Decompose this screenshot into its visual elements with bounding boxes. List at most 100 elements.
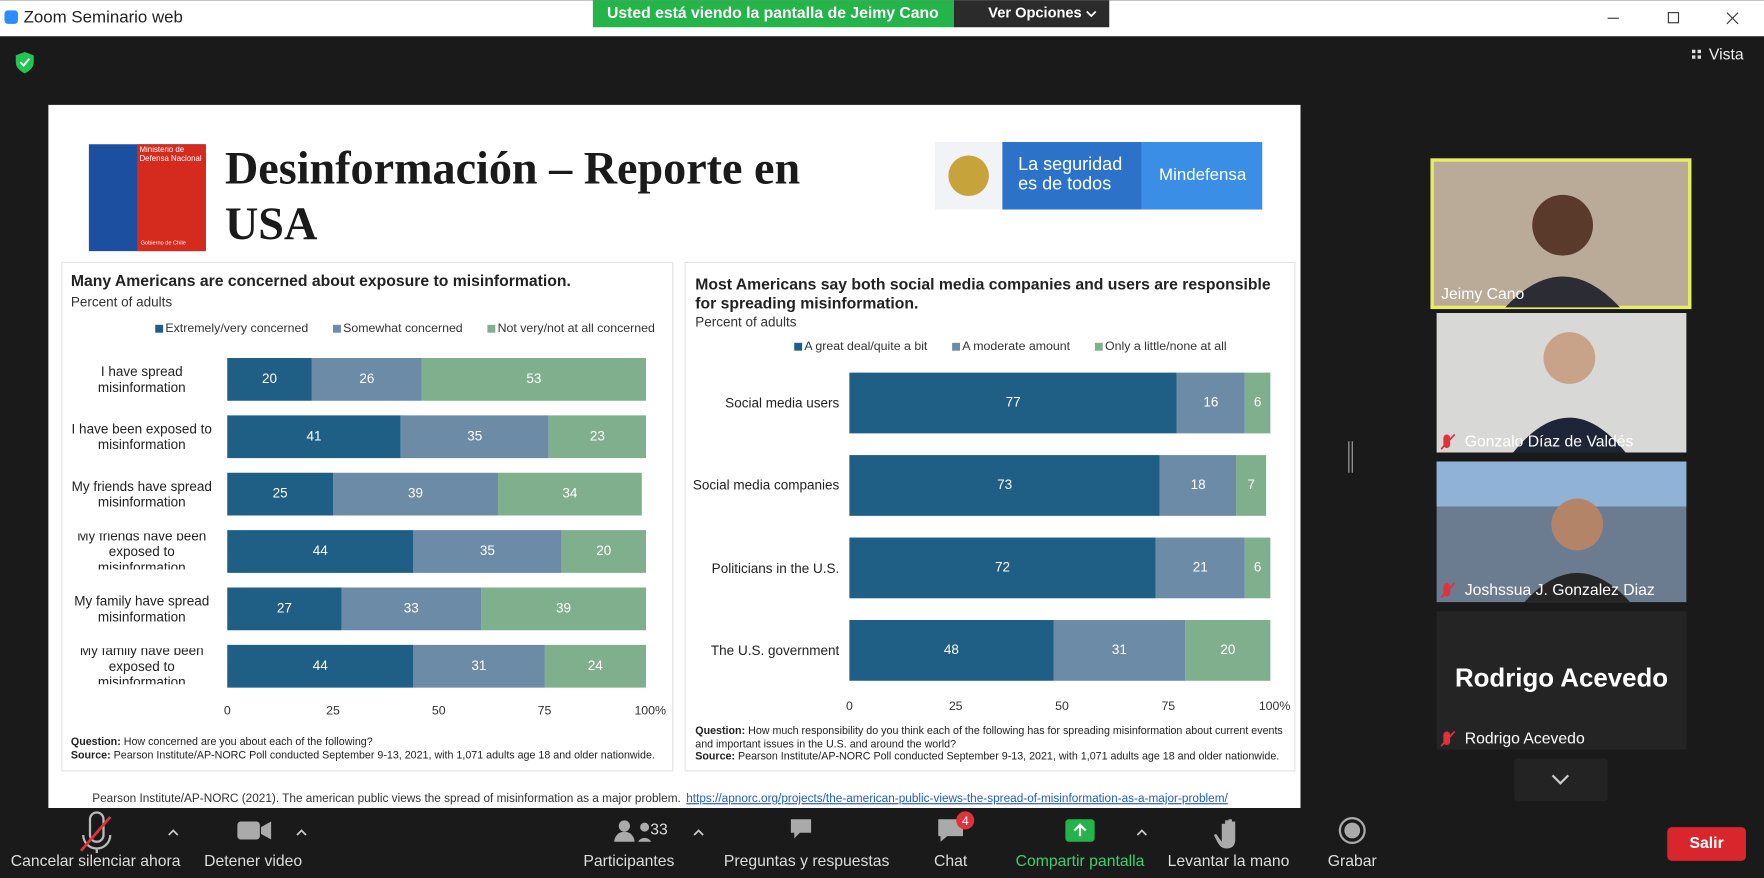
- bar-value: 6: [1254, 559, 1262, 574]
- participants-head: [618, 820, 630, 832]
- legend-label: A moderate amount: [962, 339, 1070, 353]
- options-button[interactable]: [954, 0, 1110, 28]
- bar-value: 7: [1247, 477, 1255, 492]
- category-label: My friends have been exposed to misinfor…: [64, 534, 219, 570]
- chat-badge: [956, 811, 975, 830]
- share-arrow: [1073, 823, 1087, 837]
- bar-segment: [849, 537, 1156, 599]
- note-label: Source:: [70, 748, 111, 762]
- x-tick-label: 50: [432, 704, 446, 718]
- bar-segment: [400, 415, 549, 459]
- chile-logo-text: Ministerio de Defensa Nacional: [140, 147, 202, 164]
- mic-slash: [1440, 582, 1456, 599]
- toolbar-label[interactable]: Compartir pantalla: [1016, 853, 1145, 870]
- legend-swatch: [155, 324, 164, 333]
- category-label-box: My friends have spread misinformation: [72, 478, 212, 510]
- category-label-box: I have been exposed to misinformation: [64, 419, 219, 455]
- video-tile[interactable]: [1436, 611, 1687, 750]
- view-icon[interactable]: [1692, 49, 1701, 59]
- options-label[interactable]: Ver Opciones: [988, 6, 1081, 22]
- note-text: Pearson Institute/AP-NORC Poll conducted…: [738, 750, 1280, 763]
- category-label: Social media companies: [689, 467, 840, 503]
- toolbar-label[interactable]: Levantar la mano: [1168, 853, 1290, 870]
- bar-value: 34: [562, 486, 578, 501]
- slogan-box: La seguridad es de todos: [1018, 155, 1123, 194]
- leave-button[interactable]: [1667, 827, 1746, 861]
- category-label-part: I have spread misinformation: [97, 363, 186, 396]
- security-icon[interactable]: [15, 52, 34, 74]
- toolbar-caret[interactable]: [693, 829, 704, 836]
- toolbar-label[interactable]: Cancelar silenciar ahora: [11, 853, 181, 870]
- chat-icon: [938, 819, 963, 842]
- slogan: La seguridad es de todos: [1018, 155, 1123, 194]
- toolbar-label[interactable]: Preguntas y respuestas: [724, 853, 890, 870]
- bar-segment: [497, 472, 642, 516]
- scroll-button[interactable]: [1514, 758, 1608, 802]
- bar-value: 35: [480, 543, 495, 558]
- chat-badge-count: 4: [962, 814, 969, 828]
- toolbar-label[interactable]: Detener video: [204, 853, 302, 870]
- record-icon: [1338, 817, 1366, 844]
- close[interactable]: [1726, 12, 1739, 25]
- bar-value: 6: [1254, 395, 1262, 410]
- category-label-box: My friends have been exposed to misinfor…: [64, 534, 219, 570]
- category-label-part: My friends have been exposed to misinfor…: [77, 533, 207, 570]
- note-text: How concerned are you about each of the …: [123, 736, 373, 749]
- chart-title-box: Many Americans are concerned about expos…: [71, 271, 571, 289]
- chevron-down: [1551, 774, 1570, 785]
- note: Question: How concerned are you about ea…: [71, 736, 667, 749]
- toolbar-label[interactable]: Participantes: [583, 853, 674, 870]
- toolbar-caret[interactable]: [168, 829, 179, 836]
- check: [19, 58, 30, 67]
- category-label-part: I have been exposed to misinformation: [71, 421, 212, 453]
- participant-display-name: Rodrigo Acevedo: [1455, 665, 1668, 693]
- toolbar-label[interactable]: Grabar: [1328, 853, 1377, 870]
- colombia-banner-right: [1141, 142, 1263, 210]
- bar-value: 20: [1220, 642, 1235, 657]
- chart-panel: [684, 261, 1296, 772]
- bar-value: 31: [1112, 642, 1127, 657]
- bar-value: 25: [273, 486, 288, 501]
- category-label-part: My family have spread misinformation: [74, 593, 210, 625]
- toolbar-label[interactable]: Chat: [934, 853, 968, 870]
- category-label-box: My family have been exposed to misinform…: [80, 648, 204, 684]
- view-label[interactable]: Vista: [1709, 47, 1744, 64]
- participants-head: [640, 822, 650, 832]
- category-label-part: Social media companies: [692, 477, 840, 494]
- note-label: Question:: [70, 736, 121, 749]
- category-label: I have been exposed to misinformation: [64, 419, 219, 455]
- bar-value: 21: [1193, 559, 1208, 574]
- participant-name: Gonzalo Díaz de Valdés: [1465, 434, 1634, 451]
- bar-segment: [413, 530, 562, 573]
- x-tick-label: 50: [1055, 699, 1069, 713]
- chart-subtitle: Percent of adults: [71, 294, 173, 309]
- hand-icon: [1213, 819, 1236, 849]
- chart-title-part: Most Americans say both social media com…: [695, 274, 1271, 312]
- bar-segment: [413, 644, 545, 688]
- slide-title-box: Desinformación – Reporte en USA: [225, 142, 801, 249]
- legend-label: Extremely/very concerned: [165, 321, 308, 335]
- bar-segment: [311, 358, 422, 401]
- toolbar-caret[interactable]: [1136, 829, 1147, 836]
- category-label-box: The U.S. government: [711, 643, 839, 659]
- mic-slash: [1440, 433, 1456, 450]
- x-tick-label: 0: [846, 699, 853, 713]
- legend-label: Only a little/none at all: [1105, 339, 1227, 353]
- bar-value: 73: [997, 477, 1012, 492]
- note-text: How much responsibility do you think eac…: [695, 724, 1283, 751]
- restore[interactable]: [1667, 12, 1680, 24]
- category-label-box: My family have spread misinformation: [74, 593, 210, 625]
- slide-title: Desinformación – Reporte en USA: [225, 142, 801, 249]
- record-dot: [1344, 822, 1361, 839]
- legend-label: Not very/not at all concerned: [498, 321, 655, 335]
- bar-value: 44: [313, 658, 329, 673]
- toolbar-caret[interactable]: [296, 829, 307, 836]
- shield: [948, 155, 989, 196]
- bar-segment: [333, 472, 498, 516]
- citation-link[interactable]: https://apnorc.org/projects/the-american…: [686, 791, 1228, 805]
- person: [1524, 498, 1631, 603]
- leave-label[interactable]: Salir: [1690, 835, 1724, 852]
- chile-logo-red: [137, 144, 206, 252]
- category-label-part: Social media users: [725, 395, 840, 411]
